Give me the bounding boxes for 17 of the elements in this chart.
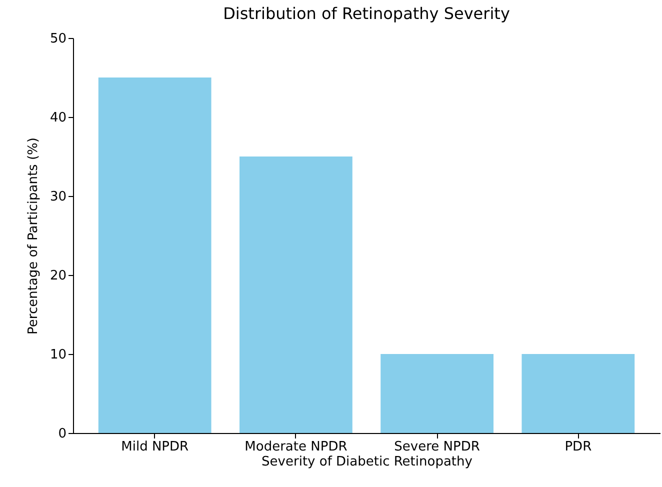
y-tick-label: 20 <box>50 268 66 284</box>
y-tick-label: 10 <box>50 348 66 362</box>
x-tick-label: Mild NPDR <box>121 440 189 454</box>
x-axis-title: Severity of Diabetic Retinopathy <box>262 454 473 470</box>
bar <box>522 354 635 433</box>
chart-title: Distribution of Retinopathy Severity <box>223 4 510 23</box>
bar <box>240 156 352 433</box>
y-tick-label: 40 <box>50 110 66 126</box>
y-tick-label: 30 <box>50 190 66 204</box>
y-tick-label: 50 <box>50 32 66 46</box>
x-tick-label: Moderate NPDR <box>244 440 348 454</box>
bar <box>98 78 212 433</box>
bar <box>380 354 494 433</box>
x-tick-label: PDR <box>564 440 592 454</box>
x-tick-label: Severe NPDR <box>394 440 480 454</box>
y-tick-label: 0 <box>58 426 66 442</box>
y-axis-title: Percentage of Participants (%) <box>26 138 41 334</box>
